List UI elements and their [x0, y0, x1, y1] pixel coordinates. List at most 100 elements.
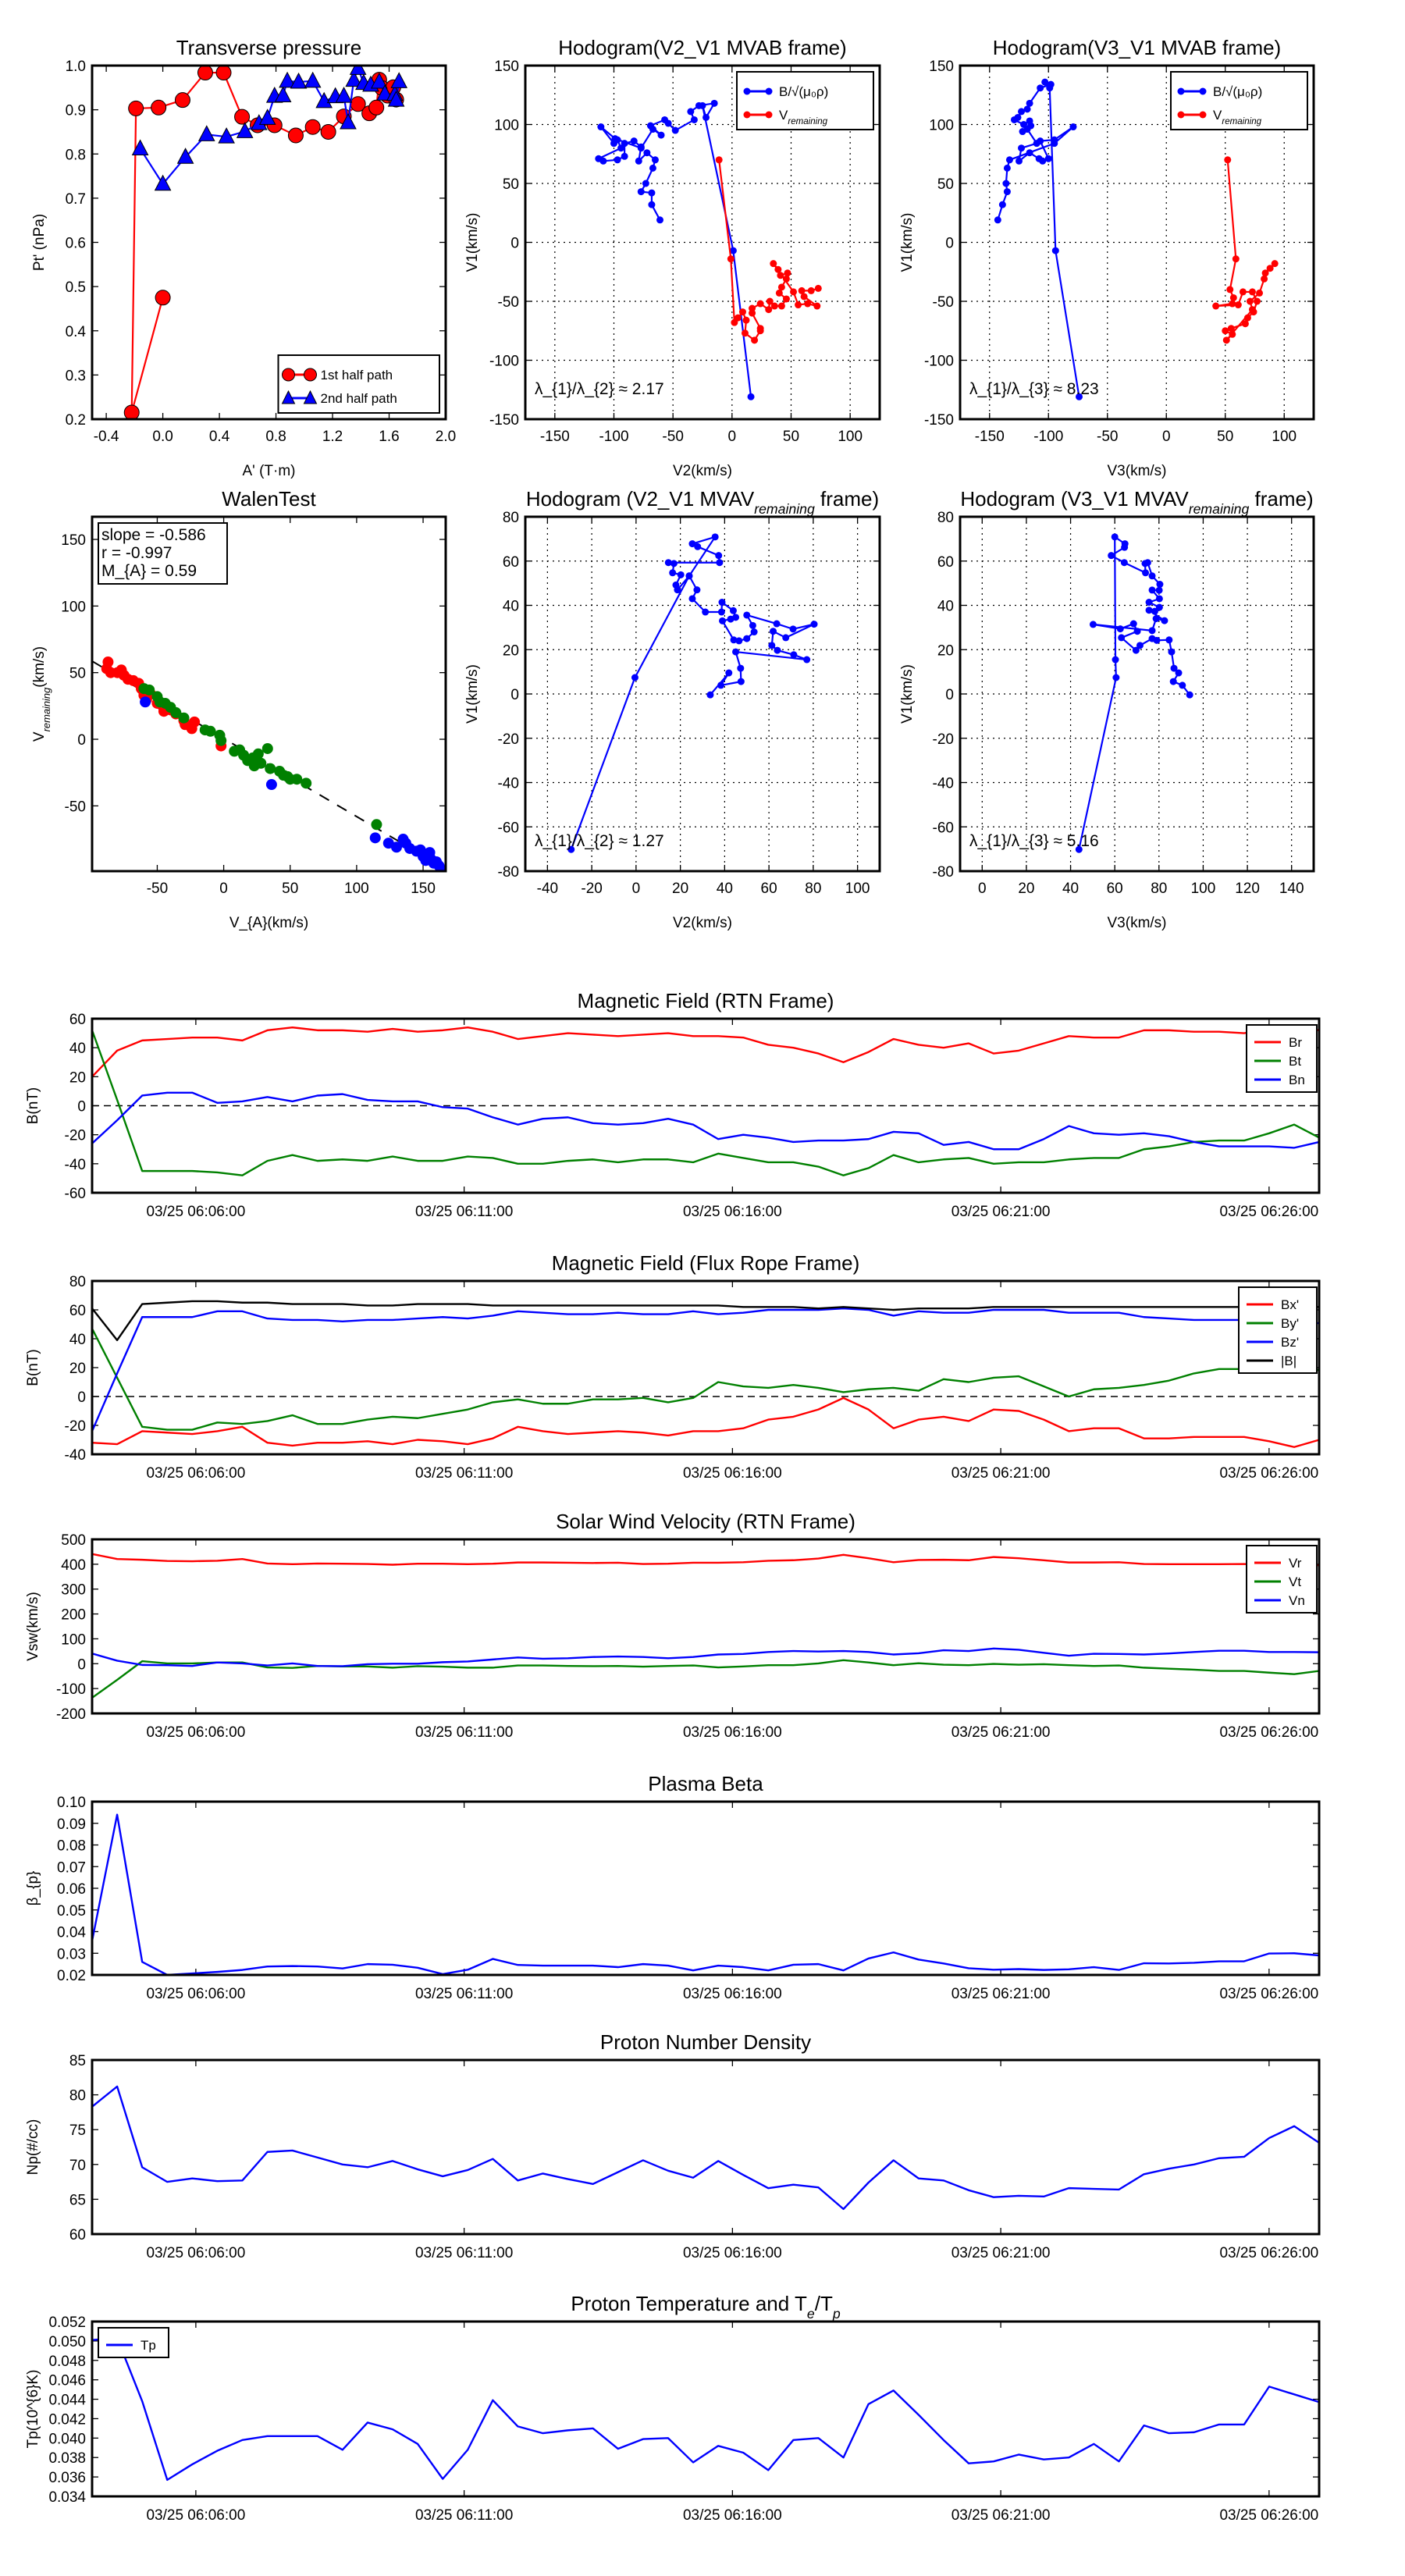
x-tick-label: 0	[728, 429, 737, 445]
y-tick-label: -40	[933, 776, 954, 792]
data-point	[1118, 634, 1126, 642]
x-tick-label: 03/25 06:11:00	[415, 1204, 513, 1220]
data-point	[599, 157, 607, 165]
data-point	[304, 71, 322, 88]
data-point	[777, 302, 785, 310]
data-point	[1111, 533, 1119, 541]
series-bn	[92, 1091, 1319, 1151]
data-point	[1037, 84, 1044, 92]
data-point	[651, 156, 659, 164]
y-tick-label: 0.052	[48, 2314, 86, 2331]
y-tick-label: -40	[498, 776, 519, 792]
h2-panel: -150 -100 -50 0 50 100 -150 -100 -50 0 50 100 150 Hod…	[899, 36, 1315, 479]
y-axis-label: Vremaining(km/s)	[31, 646, 52, 742]
x-tick-label: 03/25 06:21:00	[951, 1204, 1051, 1220]
x-tick-label: 20	[672, 881, 688, 897]
data-point	[1069, 123, 1077, 131]
x-tick-label: 03/25 06:21:00	[951, 2507, 1051, 2524]
data-point	[690, 116, 698, 123]
data-point	[1039, 157, 1047, 165]
data-point	[635, 157, 642, 165]
y-tick-label: -60	[65, 1186, 86, 1202]
data-point	[205, 725, 216, 737]
data-point	[140, 696, 151, 708]
series-line	[92, 1397, 1319, 1448]
series-2nd-half-path	[131, 66, 408, 191]
data-point	[994, 216, 1001, 224]
y-tick-label: -20	[65, 1128, 86, 1144]
y-tick-label: 100	[494, 118, 519, 134]
series-hodogram	[567, 533, 818, 853]
data-point	[1116, 625, 1124, 633]
data-point	[795, 301, 802, 309]
data-point	[664, 559, 672, 567]
data-point	[1156, 581, 1164, 589]
x-tick-label: 150	[411, 881, 436, 897]
series-v-remaining-	[715, 156, 822, 344]
series-vn	[92, 1647, 1319, 1667]
x-tick-label: 03/25 06:11:00	[415, 2245, 513, 2261]
series-vr	[92, 1553, 1319, 1567]
data-point	[1266, 265, 1274, 272]
x-tick-label: 03/25 06:26:00	[1219, 1986, 1318, 2002]
panel-title: Proton Number Density	[600, 2030, 811, 2054]
y-axis-label: B(nT)	[25, 1349, 41, 1386]
data-point	[702, 608, 710, 616]
m2-panel: 0 20 40 60 80 100 120 140 -80 -60 -40 -20 0 20 40 60 80 H…	[899, 487, 1315, 931]
x-tick-label: 03/25 06:16:00	[683, 2245, 782, 2261]
data-point	[715, 552, 723, 560]
panel-title: WalenTest	[222, 487, 316, 511]
data-point	[737, 678, 745, 685]
series-blue	[140, 696, 446, 871]
data-point	[648, 201, 656, 208]
data-point	[349, 66, 367, 75]
data-point	[732, 648, 740, 656]
x-tick-label: 60	[1107, 881, 1123, 897]
x-tick-label: 03/25 06:06:00	[146, 1465, 245, 1482]
data-point	[729, 607, 737, 614]
x-tick-label: -40	[537, 881, 558, 897]
x-tick-label: 50	[783, 429, 799, 445]
y-tick-label: 0.3	[66, 368, 86, 384]
x-tick-label: 80	[805, 881, 821, 897]
x-axis-label: V3(km/s)	[1108, 463, 1167, 479]
panel-title: Hodogram(V3_V1 MVAB frame)	[993, 36, 1281, 59]
y-tick-label: 80	[69, 1274, 86, 1290]
x-tick-label: 0.8	[265, 429, 286, 445]
data-point	[178, 712, 190, 724]
legend-marker	[282, 368, 295, 382]
data-point	[756, 300, 764, 308]
legend-box	[98, 2327, 169, 2358]
x-tick-label: 03/25 06:26:00	[1219, 2245, 1318, 2261]
series-bz-	[92, 1307, 1319, 1432]
y-tick-label: 85	[69, 2053, 86, 2069]
series-line	[1215, 159, 1275, 341]
data-point	[649, 126, 656, 133]
y-tick-label: 0.07	[57, 1859, 86, 1876]
y-tick-label: 40	[937, 599, 954, 615]
series-line	[92, 1307, 1319, 1432]
data-point	[371, 819, 382, 831]
legend-marker	[281, 390, 296, 404]
y-tick-label: 0.04	[57, 1925, 86, 1941]
panel-title: Hodogram(V2_V1 MVAB frame)	[558, 36, 846, 59]
data-point	[236, 122, 254, 138]
data-point	[387, 91, 405, 107]
data-point	[128, 100, 144, 116]
series-line	[92, 1026, 1319, 1078]
data-point	[770, 260, 777, 268]
x-tick-label: 03/25 06:26:00	[1219, 1465, 1318, 1482]
y-tick-label: 60	[937, 554, 954, 571]
panel-title: Solar Wind Velocity (RTN Frame)	[556, 1510, 855, 1533]
data-point	[725, 669, 733, 677]
x-tick-label: 20	[1018, 881, 1034, 897]
legend-box	[1246, 1545, 1318, 1614]
x-tick-label: 0	[978, 881, 987, 897]
legend-label: B/√(μ₀ρ)	[1213, 84, 1262, 99]
data-point	[718, 599, 726, 607]
y-tick-label: -80	[933, 864, 954, 881]
data-point	[782, 634, 790, 642]
panel-title: Magnetic Field (Flux Rope Frame)	[552, 1251, 859, 1275]
data-point	[1243, 314, 1251, 322]
y-axis-label: Np(#/cc)	[25, 2119, 41, 2176]
